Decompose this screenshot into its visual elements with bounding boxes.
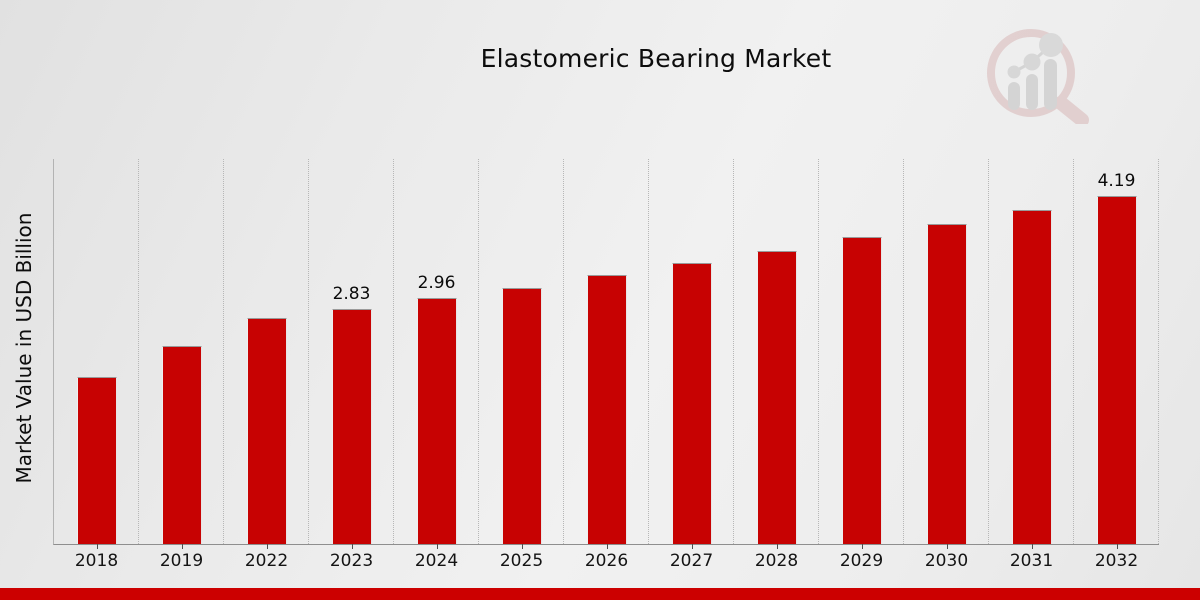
- bar-2028: [756, 251, 797, 544]
- x-tick-label-2027: 2027: [669, 551, 714, 571]
- bar-2025: [501, 288, 542, 544]
- footer-accent-band: [0, 588, 1200, 600]
- x-axis-tick: [946, 544, 948, 549]
- bar-value-label-2032: 4.19: [1097, 171, 1136, 191]
- gridline: [308, 159, 309, 544]
- gridline: [393, 159, 394, 544]
- bar-2029: [841, 237, 882, 544]
- x-tick-label-2023: 2023: [329, 551, 374, 571]
- chart-title: Elastomeric Bearing Market: [480, 44, 832, 73]
- x-tick-label-2028: 2028: [754, 551, 799, 571]
- y-axis-title: Market Value in USD Billion: [12, 212, 36, 484]
- bar-value-label-2023: 2.83: [332, 284, 371, 304]
- bar-2031: [1011, 210, 1052, 544]
- x-axis-tick: [96, 544, 98, 549]
- x-tick-label-2029: 2029: [839, 551, 884, 571]
- x-tick-label-2019: 2019: [159, 551, 204, 571]
- x-axis-tick: [266, 544, 268, 549]
- gridline: [818, 159, 819, 544]
- x-tick-label-2025: 2025: [499, 551, 544, 571]
- gridline: [1073, 159, 1074, 544]
- gridline: [1158, 159, 1159, 544]
- gridline: [138, 159, 139, 544]
- gridline: [733, 159, 734, 544]
- x-axis-tick: [861, 544, 863, 549]
- x-axis-tick: [436, 544, 438, 549]
- bar-2018: [76, 377, 117, 544]
- gridline: [223, 159, 224, 544]
- x-axis-tick: [776, 544, 778, 549]
- x-tick-label-2026: 2026: [584, 551, 629, 571]
- x-axis-tick: [606, 544, 608, 549]
- bar-2024: [416, 298, 457, 544]
- bar-value-label-2024: 2.96: [417, 273, 456, 293]
- gridline: [563, 159, 564, 544]
- bar-2019: [161, 346, 202, 544]
- bar-2022: [246, 318, 287, 544]
- x-axis-tick: [181, 544, 183, 549]
- magnifier-bar-chart-watermark-icon: [987, 29, 1089, 124]
- x-tick-label-2031: 2031: [1009, 551, 1054, 571]
- x-tick-label-2032: 2032: [1094, 551, 1139, 571]
- plot-area: 2018 2019 2022 2023 2.83 2024 2.96 2025 2026 2027…: [53, 159, 1159, 571]
- bar-2027: [671, 263, 712, 544]
- x-axis-tick: [351, 544, 353, 549]
- x-tick-label-2022: 2022: [244, 551, 289, 571]
- x-axis-tick: [521, 544, 523, 549]
- x-axis-tick: [691, 544, 693, 549]
- gridline: [988, 159, 989, 544]
- x-axis-tick: [1031, 544, 1033, 549]
- x-tick-label-2018: 2018: [74, 551, 119, 571]
- bar-2032: [1096, 196, 1137, 544]
- x-tick-label-2030: 2030: [924, 551, 969, 571]
- gridline: [903, 159, 904, 544]
- bar-2030: [926, 224, 967, 544]
- gridline: [648, 159, 649, 544]
- bar-2026: [586, 275, 627, 544]
- gridline: [478, 159, 479, 544]
- x-tick-label-2024: 2024: [414, 551, 459, 571]
- bar-2023: [331, 309, 372, 544]
- x-axis-tick: [1116, 544, 1118, 549]
